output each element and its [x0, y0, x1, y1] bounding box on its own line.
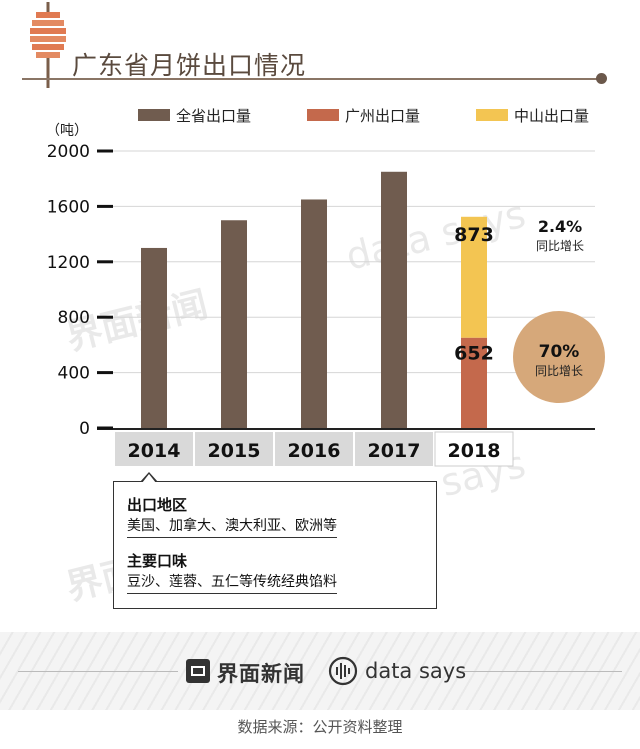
x-tick-label-2015: 2015	[208, 440, 261, 462]
x-tick-label-2018: 2018	[448, 440, 501, 462]
bar-zhongshan-2018	[461, 216, 487, 338]
legend-item-guangzhou: 广州出口量	[307, 104, 420, 126]
data-label-guangzhou-2018: 652	[454, 343, 494, 365]
data-says-logo-icon	[328, 656, 358, 686]
annotation-label-zhongshan: 同比增长	[536, 239, 584, 253]
x-tick-label-2016: 2016	[288, 440, 341, 462]
y-tick-label-0: 0	[79, 419, 90, 439]
annotation-label-guangzhou: 同比增长	[535, 364, 583, 378]
y-tick-label-1600: 1600	[47, 197, 90, 217]
legend-swatch-guangzhou	[307, 109, 339, 121]
bar-province-2015	[221, 220, 247, 428]
title-divider-dot	[596, 73, 607, 84]
y-axis-unit: （吨）	[46, 123, 88, 139]
y-tick-label-2000: 2000	[47, 142, 90, 162]
legend-item-province: 全省出口量	[138, 104, 251, 126]
page-title: 广东省月饼出口情况	[72, 51, 307, 80]
legend-swatch-zhongshan	[476, 109, 508, 121]
y-tick-label-800: 800	[58, 308, 90, 328]
x-band-2014	[115, 432, 193, 466]
export-region-text: 美国、加拿大、澳大利亚、欧洲等	[127, 515, 337, 538]
annotation-value-guangzhou: 70%	[539, 342, 580, 362]
x-band-2017	[355, 432, 433, 466]
annotation-value-zhongshan: 2.4%	[538, 217, 582, 236]
legend-item-zhongshan: 中山出口量	[476, 104, 589, 126]
legend-label-province: 全省出口量	[176, 106, 252, 125]
y-tick-label-400: 400	[58, 364, 90, 384]
brand-jiemian: 界面新闻	[217, 662, 305, 686]
bar-guangzhou-2018	[461, 337, 487, 428]
footer-rule-left	[18, 671, 178, 672]
x-band-2015	[195, 432, 273, 466]
legend-label-guangzhou: 广州出口量	[345, 106, 421, 125]
flavor-text: 豆沙、莲蓉、五仁等传统经典馅料	[127, 571, 337, 594]
legend-label-zhongshan: 中山出口量	[514, 106, 590, 125]
watermark-data-says: data says	[342, 192, 530, 279]
bar-province-2016	[301, 199, 327, 428]
brand-data-says: data says	[365, 659, 467, 683]
callout-pointer-fill	[142, 474, 156, 483]
flavor-title: 主要口味	[127, 552, 188, 570]
x-tick-label-2014: 2014	[128, 440, 181, 462]
y-tick-label-1200: 1200	[47, 253, 90, 273]
title-divider	[22, 78, 598, 80]
legend-swatch-province	[138, 109, 170, 121]
bar-province-2014	[141, 247, 167, 428]
bar-province-2017	[381, 171, 407, 428]
export-region-title: 出口地区	[127, 496, 188, 514]
annotation-circle-guangzhou	[513, 311, 605, 403]
export-info-callout	[113, 481, 437, 609]
lantern-icon	[30, 2, 66, 88]
footer-rule-right	[462, 671, 622, 672]
data-label-zhongshan-2018: 873	[454, 224, 494, 246]
x-band-2018	[434, 431, 514, 467]
jiemian-logo-icon	[186, 659, 210, 683]
x-tick-label-2017: 2017	[368, 440, 421, 462]
x-band-2016	[275, 432, 353, 466]
data-source: 数据来源：公开资料整理	[237, 718, 403, 736]
